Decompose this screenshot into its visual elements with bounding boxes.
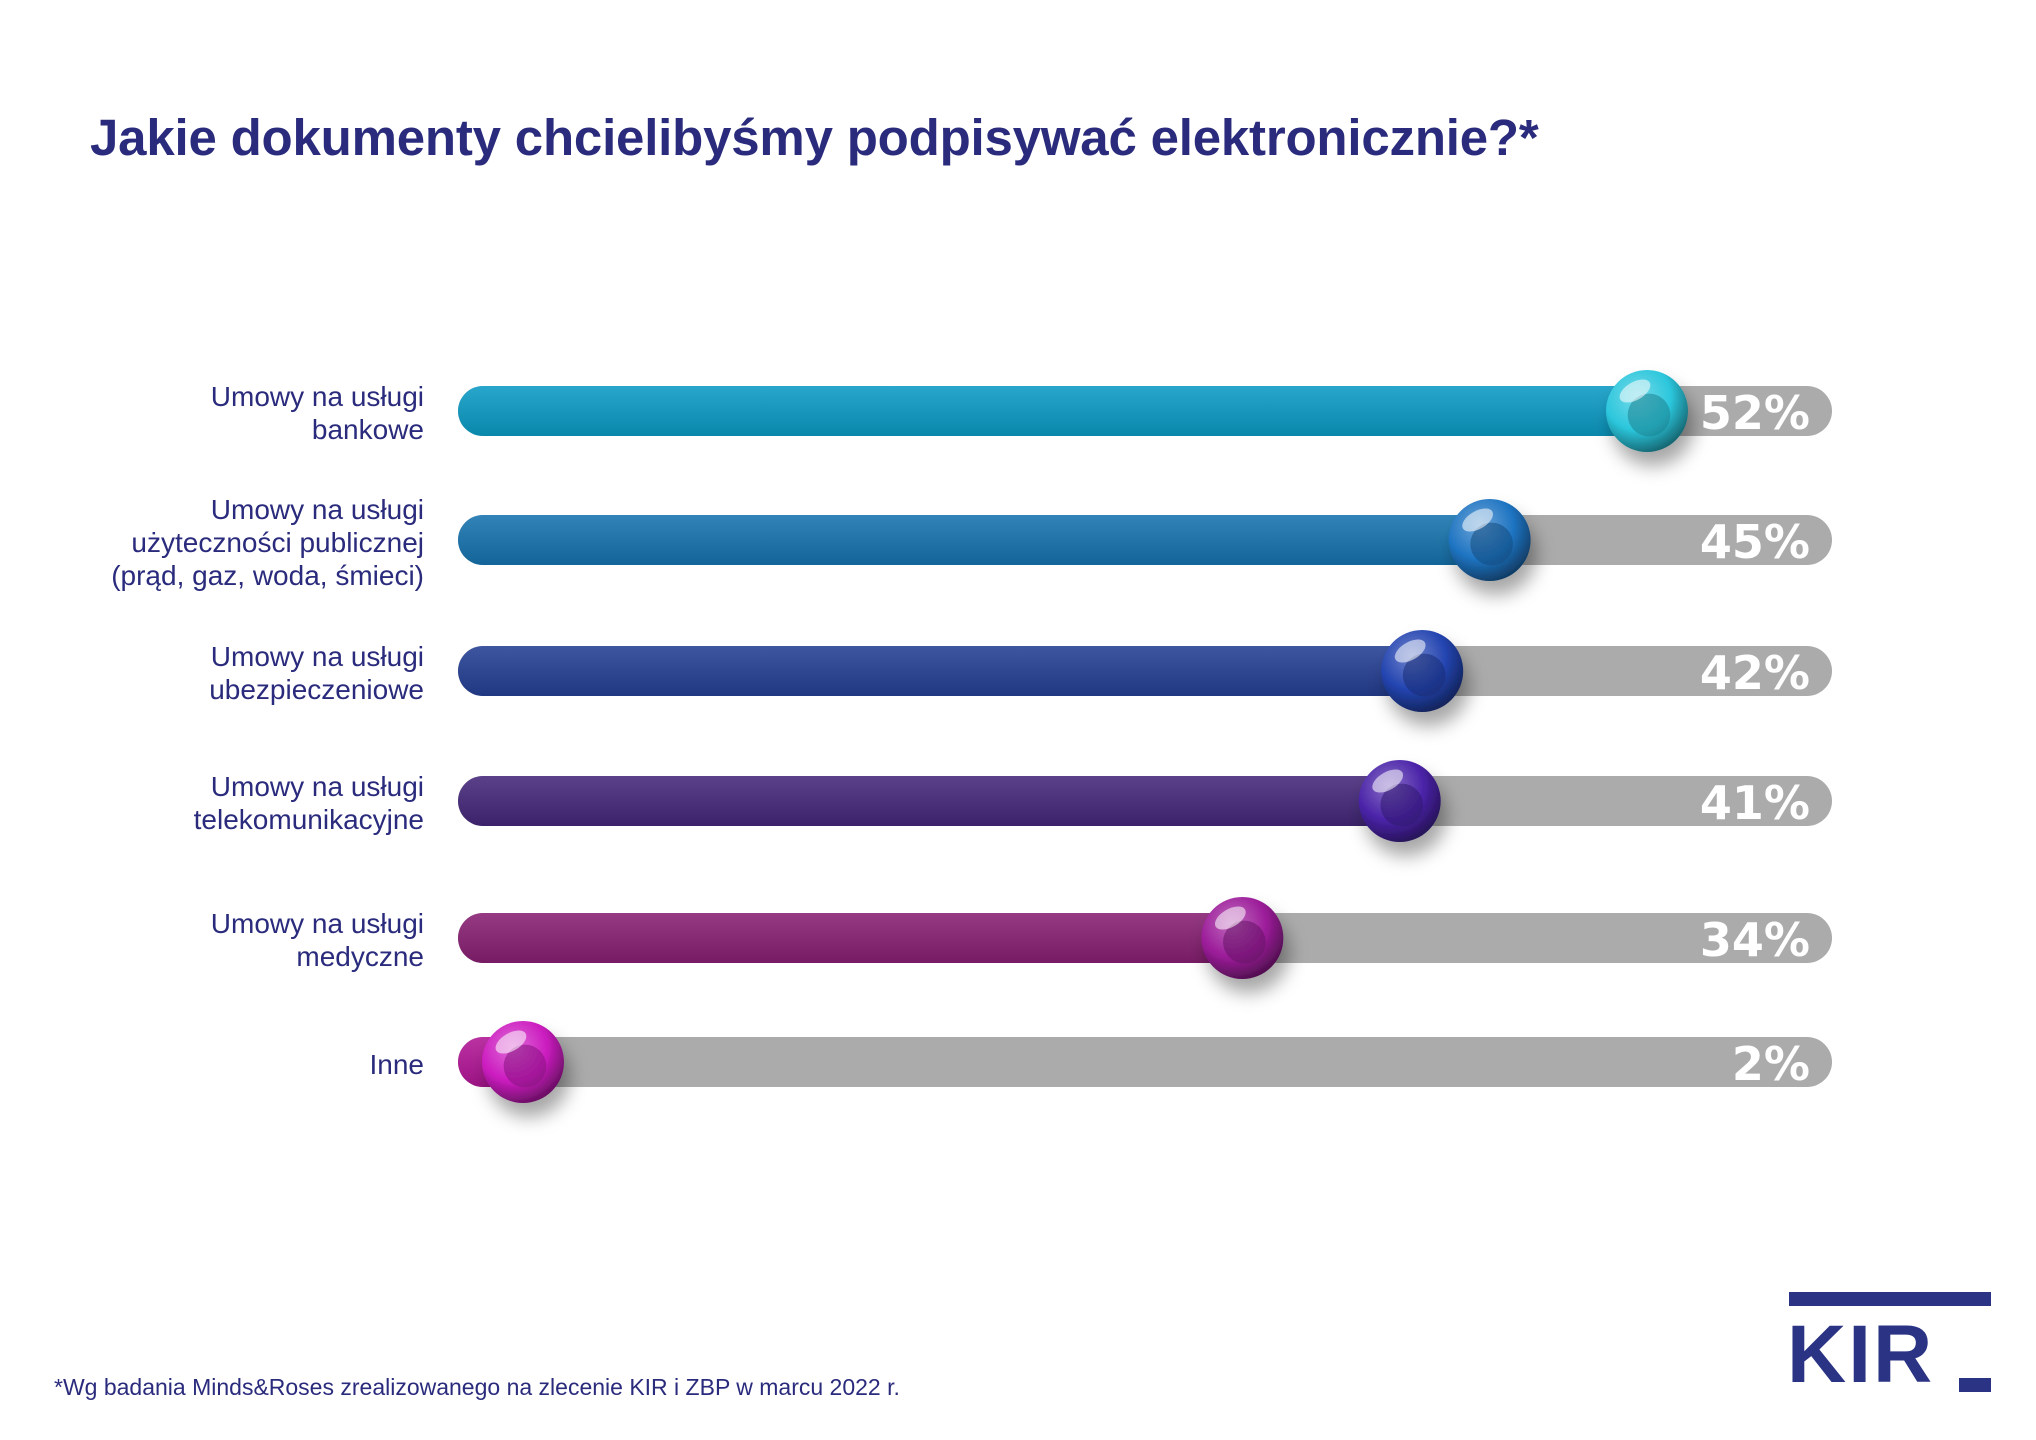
bar-knob [1381,630,1464,712]
value-label: 42% [1700,646,1810,700]
bar-knob [481,1021,564,1103]
category-label-line: (prąd, gaz, woda, śmieci) [111,559,424,591]
logo-underscore [1959,1378,1991,1392]
category-label-line: Umowy na usługi [210,493,424,525]
category-label: Umowy na usługi medyczne [4,907,424,973]
category-label-line: Inne [369,1048,425,1080]
category-label-line: użyteczności publicznej [131,526,424,558]
bar [458,515,1490,565]
category-label: Inne [4,1048,425,1081]
category-label-line: medyczne [296,941,424,972]
footnote: *Wg badania Minds&Roses zrealizowanego n… [54,1374,900,1400]
logo-text: KIR [1787,1309,1935,1400]
category-label: Umowy na usługi użyteczności publicznej (p… [4,493,424,592]
category-label-line: Umowy na usługi [210,771,424,802]
category-label-line: Umowy na usługi [210,641,424,672]
category-label-line: telekomunikacyjne [193,804,424,835]
value-label: 41% [1700,776,1810,830]
bar-knob [1448,499,1531,581]
bar-knob [1606,370,1688,452]
bar [458,386,1647,436]
category-label-line: ubezpieczeniowe [209,674,424,705]
category-label: Umowy na usługi telekomunikacyjne [4,770,424,836]
bar-track [458,1037,1832,1087]
bar [458,913,1243,963]
category-label-line: Umowy na usługi [210,381,424,412]
logo-top-bar [1789,1292,1991,1306]
value-label: 45% [1700,515,1810,569]
category-label: Umowy na usługi bankowe [4,380,424,446]
value-label: 34% [1700,913,1810,967]
bar-knob [1201,897,1284,979]
value-label: 2% [1732,1037,1810,1091]
value-label: 52% [1700,386,1810,440]
chart-title: Jakie dokumenty chcielibyśmy podpisywać … [90,109,1539,166]
category-label: Umowy na usługi ubezpieczeniowe [4,640,424,706]
kir-logo: KIR [1787,1292,1991,1396]
bar [458,646,1423,696]
bar-knob [1358,760,1441,842]
category-label-line: bankowe [311,414,424,445]
bar [458,776,1400,826]
category-label-line: Umowy na usługi [210,908,424,939]
